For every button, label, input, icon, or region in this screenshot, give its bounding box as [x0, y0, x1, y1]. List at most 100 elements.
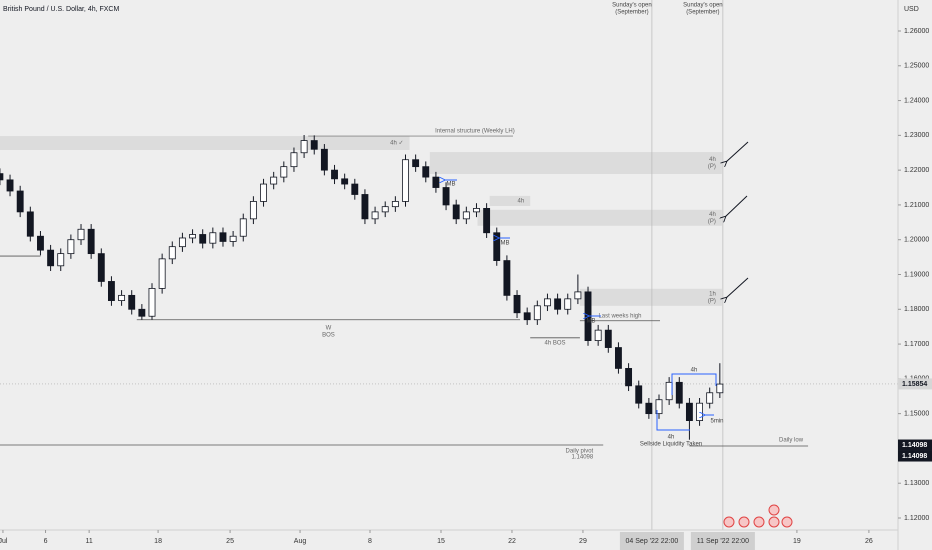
- candle-body: [523, 312, 531, 321]
- candle-body: [280, 166, 288, 178]
- price-label-box: [898, 450, 932, 462]
- candle-body: [249, 201, 257, 220]
- structure-line: [671, 373, 717, 395]
- zone: [477, 209, 722, 226]
- candle-body: [16, 190, 24, 213]
- session-label-box: [690, 532, 755, 550]
- y-tick-label: 1.22000: [904, 167, 929, 174]
- note: Sellside Liquidity Taken: [640, 442, 702, 448]
- arrow: [726, 277, 749, 298]
- zone-label: 4h: [709, 157, 716, 163]
- y-tick-label: 1.18000: [904, 306, 929, 313]
- candle-body: [351, 183, 359, 195]
- event-icon: [723, 516, 735, 528]
- candle-body: [260, 183, 267, 202]
- event-icon: [781, 516, 793, 528]
- candle-body: [270, 176, 278, 185]
- candle-body: [300, 140, 308, 154]
- candle-body: [716, 383, 724, 394]
- candle-body: [219, 232, 227, 242]
- candle-body: [361, 194, 369, 220]
- structure-line: [656, 410, 690, 431]
- candle-body: [168, 246, 176, 260]
- candle-body: [554, 298, 562, 310]
- candle-body: [402, 159, 409, 202]
- candle-body: [412, 159, 420, 168]
- zone: [579, 288, 722, 306]
- candle-body: [158, 258, 166, 289]
- session-title: Sunday's open: [612, 3, 652, 9]
- candle-body: [209, 232, 217, 244]
- candle-body: [483, 208, 491, 234]
- zone-label: 1h: [709, 291, 716, 297]
- candle-body: [452, 204, 460, 220]
- y-tick-label: 1.25000: [904, 63, 929, 70]
- candle-body: [574, 291, 582, 300]
- zone: [429, 152, 722, 174]
- y-tick-label: 1.19000: [904, 271, 929, 278]
- level-label: BOS: [322, 332, 335, 338]
- candle-body: [97, 253, 105, 282]
- candle-body: [462, 211, 470, 220]
- candle-body: [87, 228, 95, 255]
- candle-body: [148, 288, 156, 317]
- candle-body: [635, 385, 643, 404]
- session-title: (September): [686, 10, 719, 16]
- session-label: 04 Sep '22 22:00: [626, 538, 679, 545]
- note: 5min: [710, 419, 723, 425]
- candle-body: [696, 402, 704, 421]
- annotations: MB MB MB 4h 4h Sellside Liquidity Taken …: [3, 6, 749, 448]
- x-tick-label: 18: [154, 538, 162, 545]
- level-label: 4h BOS: [545, 340, 566, 346]
- candle-body: [178, 237, 186, 248]
- candle-body: [442, 187, 450, 206]
- zone-label: 4h: [518, 199, 525, 205]
- note: MB: [501, 241, 510, 247]
- note: MB: [447, 182, 456, 188]
- y-tick-label: 1.21000: [904, 202, 929, 209]
- candle-body: [320, 148, 328, 171]
- session-label: 11 Sep '22 22:00: [697, 538, 749, 545]
- y-tick-label: 1.23000: [904, 132, 929, 139]
- price-label: 1.14098: [902, 453, 927, 460]
- zone-label: 4h ✓: [390, 141, 403, 147]
- y-tick-label: 1.15000: [904, 410, 929, 417]
- lines: Sunday's open(September)Sunday's open(Se…: [0, 0, 898, 530]
- candle-body: [67, 239, 75, 255]
- session-title: (September): [615, 10, 648, 16]
- price-label-box: [898, 378, 932, 390]
- event-icon: [753, 516, 765, 528]
- x-tick-label: 8: [368, 538, 372, 545]
- candle-body: [533, 305, 541, 321]
- candle-body: [6, 179, 14, 192]
- candle-body: [493, 232, 501, 261]
- chart-title: British Pound / U.S. Dollar, 4h, FXCM: [3, 6, 119, 13]
- zone-label: (P): [708, 164, 716, 170]
- level-label: Last weeks high: [598, 313, 641, 319]
- level-label: W: [326, 325, 332, 331]
- candle-body: [331, 169, 338, 180]
- price-label: 1.14098: [902, 442, 927, 449]
- y-tick-label: 1.24000: [904, 97, 929, 104]
- candle-body: [138, 308, 146, 317]
- y-axis-label: USD: [904, 6, 919, 13]
- zone-label: 4h: [709, 212, 716, 218]
- candle-body: [604, 329, 612, 348]
- y-tick-label: 1.26000: [904, 28, 929, 35]
- candle-body: [371, 211, 379, 220]
- candle-body: [503, 260, 511, 296]
- candle-body: [290, 152, 298, 168]
- x-tick-label: 11: [85, 538, 92, 545]
- candle-body: [381, 206, 389, 213]
- level-label: Daily pivot: [566, 449, 594, 455]
- candle-body: [310, 140, 318, 150]
- candle-body: [645, 402, 653, 415]
- session-label-box: [619, 532, 684, 550]
- candle-body: [675, 381, 683, 404]
- y-tick-label: 1.12000: [904, 515, 929, 522]
- candle-body: [47, 249, 55, 267]
- note: MB: [587, 319, 596, 325]
- x-tick-label: 15: [437, 538, 445, 545]
